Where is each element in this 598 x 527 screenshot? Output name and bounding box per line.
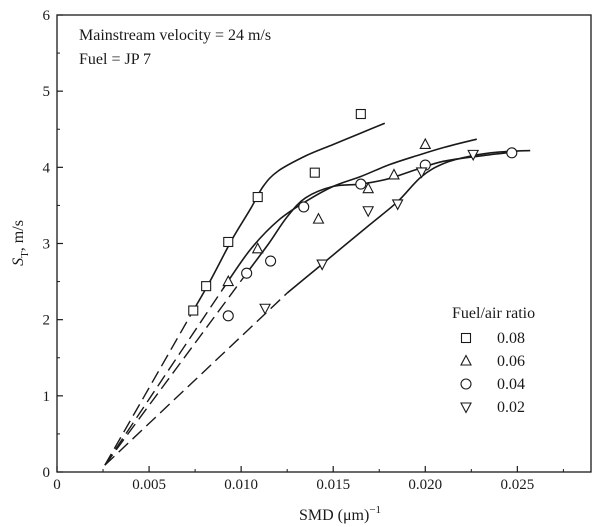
data-point-1 <box>362 181 375 194</box>
legend-label-2: 0.04 <box>497 376 525 393</box>
y-tick-label: 3 <box>43 237 51 253</box>
fit-curve-2 <box>246 151 514 274</box>
data-point-1 <box>251 242 264 254</box>
y-tick-label: 0 <box>43 465 51 481</box>
data-point-2 <box>506 147 518 159</box>
data-point-2 <box>241 267 253 279</box>
y-tick-label: 1 <box>43 389 51 405</box>
legend-marker-2 <box>460 378 472 390</box>
x-axis-title: SMD (μm)−1 <box>299 504 381 524</box>
y-tick-label: 4 <box>43 160 51 176</box>
data-point-2 <box>222 310 234 322</box>
x-tick-label: 0.020 <box>408 477 442 493</box>
fit-curve-1 <box>222 138 477 290</box>
data-point-2 <box>265 255 277 267</box>
annotation-velocity: Mainstream velocity = 24 m/s <box>79 27 271 44</box>
data-point-0 <box>309 167 320 178</box>
legend-title: Fuel/air ratio <box>452 305 535 322</box>
y-axis-title-symbol: S <box>10 258 27 266</box>
x-tick-label: 0 <box>53 477 61 493</box>
data-point-3 <box>391 199 404 211</box>
data-point-1 <box>222 274 235 287</box>
y-axis-title-subscript: T <box>19 251 31 258</box>
annotation-fuel: Fuel = JP 7 <box>79 51 151 68</box>
x-axis-title-exponent: −1 <box>369 504 381 516</box>
extrapolation-line-1 <box>104 288 224 466</box>
y-tick-label: 2 <box>43 313 51 329</box>
fit-curve-3 <box>286 149 531 294</box>
extrapolation-line-2 <box>104 272 248 466</box>
x-axis-title-text: SMD (μm) <box>299 507 369 524</box>
legend-marker-3 <box>460 402 472 414</box>
fitted-curves <box>104 122 531 466</box>
legend-marker-1 <box>460 354 472 366</box>
extrapolation-line-3 <box>104 292 288 466</box>
x-tick-label: 0.005 <box>132 477 166 493</box>
data-point-2 <box>355 178 367 190</box>
data-point-0 <box>252 191 263 203</box>
legend-marker-0 <box>460 332 472 344</box>
x-axis: 0 0.005 0.010 0.015 0.020 0.025 <box>53 466 564 493</box>
legend-label-1: 0.06 <box>497 353 525 370</box>
legend-label-0: 0.08 <box>497 330 525 347</box>
data-point-0 <box>355 108 366 120</box>
x-tick-label: 0.010 <box>224 477 258 493</box>
data-point-1 <box>312 212 325 224</box>
data-point-0 <box>223 236 234 248</box>
data-point-3 <box>415 167 428 179</box>
data-points <box>188 108 518 322</box>
legend-label-3: 0.02 <box>497 399 525 416</box>
data-point-0 <box>188 305 199 316</box>
data-point-3 <box>362 206 375 218</box>
extrapolation-line-0 <box>104 310 194 466</box>
y-axis-title: ST, m/s <box>10 220 31 266</box>
x-tick-label: 0.025 <box>500 477 534 493</box>
fit-curve-0 <box>192 122 386 311</box>
y-axis: 0 1 2 3 4 5 6 <box>43 8 63 481</box>
data-point-3 <box>259 303 271 315</box>
data-point-0 <box>201 281 212 292</box>
x-tick-label: 0.015 <box>316 477 350 493</box>
legend: Fuel/air ratio 0.08 0.06 0.04 0.02 <box>452 305 535 416</box>
y-tick-label: 6 <box>43 8 51 24</box>
y-axis-title-units: , m/s <box>10 220 27 251</box>
data-point-2 <box>298 201 310 213</box>
data-point-1 <box>419 137 432 150</box>
data-point-3 <box>467 149 480 162</box>
data-point-3 <box>316 259 329 271</box>
y-tick-label: 5 <box>43 84 51 100</box>
data-point-1 <box>388 168 400 180</box>
